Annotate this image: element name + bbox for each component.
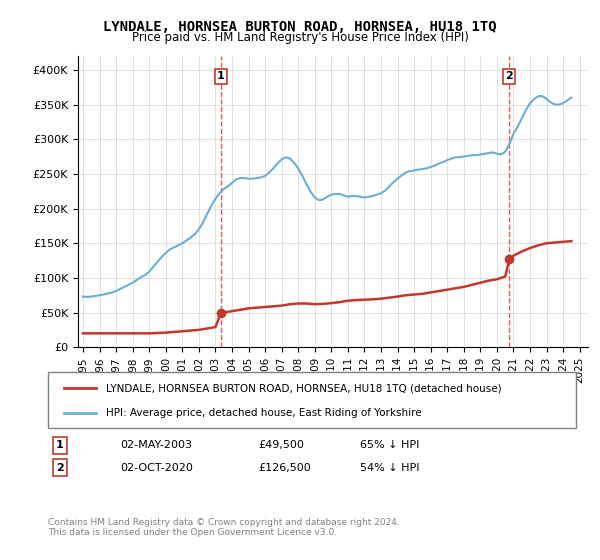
Text: HPI: Average price, detached house, East Riding of Yorkshire: HPI: Average price, detached house, East… bbox=[106, 408, 422, 418]
Text: 1: 1 bbox=[217, 71, 225, 81]
Text: LYNDALE, HORNSEA BURTON ROAD, HORNSEA, HU18 1TQ: LYNDALE, HORNSEA BURTON ROAD, HORNSEA, H… bbox=[103, 20, 497, 34]
Text: LYNDALE, HORNSEA BURTON ROAD, HORNSEA, HU18 1TQ (detached house): LYNDALE, HORNSEA BURTON ROAD, HORNSEA, H… bbox=[106, 383, 502, 393]
Text: 2: 2 bbox=[505, 71, 513, 81]
Text: 1: 1 bbox=[56, 440, 64, 450]
Text: £49,500: £49,500 bbox=[258, 440, 304, 450]
Text: £126,500: £126,500 bbox=[258, 463, 311, 473]
Text: 02-OCT-2020: 02-OCT-2020 bbox=[120, 463, 193, 473]
Text: 2: 2 bbox=[56, 463, 64, 473]
Text: 65% ↓ HPI: 65% ↓ HPI bbox=[360, 440, 419, 450]
Text: Price paid vs. HM Land Registry's House Price Index (HPI): Price paid vs. HM Land Registry's House … bbox=[131, 31, 469, 44]
Text: Contains HM Land Registry data © Crown copyright and database right 2024.
This d: Contains HM Land Registry data © Crown c… bbox=[48, 518, 400, 538]
Text: 02-MAY-2003: 02-MAY-2003 bbox=[120, 440, 192, 450]
FancyBboxPatch shape bbox=[48, 372, 576, 428]
Text: 54% ↓ HPI: 54% ↓ HPI bbox=[360, 463, 419, 473]
